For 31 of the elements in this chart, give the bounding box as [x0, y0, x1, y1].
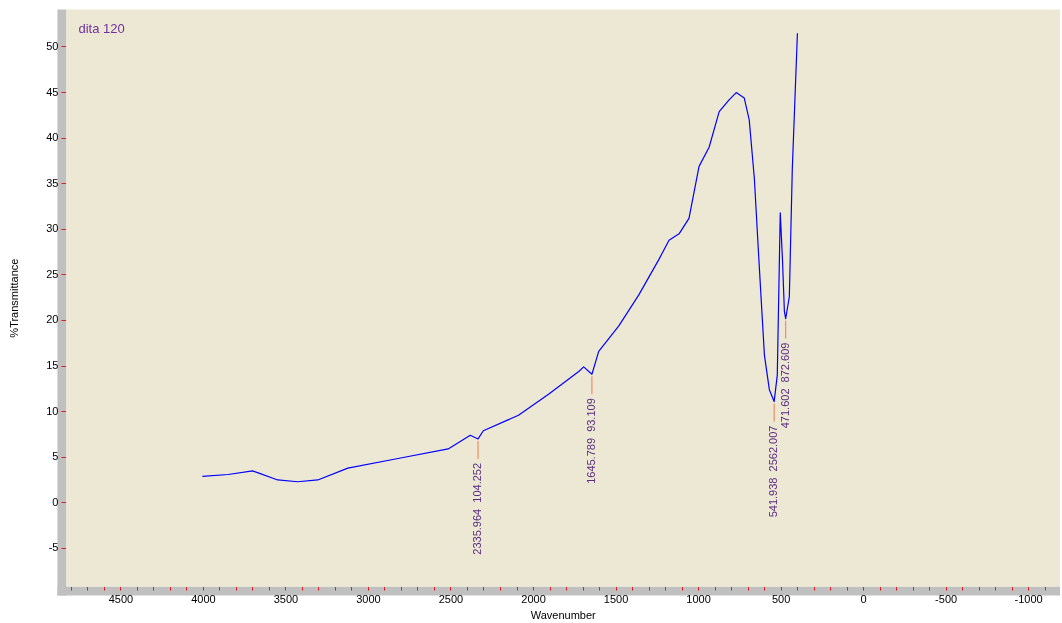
y-tick-label: 30 [46, 222, 59, 235]
y-tick-label: 10 [46, 404, 59, 417]
y-axis-title: %Transmittance [7, 258, 20, 338]
y-tick-label: 50 [46, 40, 59, 52]
y-tick-label: 0 [52, 495, 59, 508]
y-tick-label: 15 [46, 359, 59, 372]
annotation: 541.938 2562.007 [767, 425, 780, 518]
x-tick-label: 4500 [108, 593, 134, 606]
x-tick-label: 3000 [356, 593, 381, 606]
x-tick-label: 0 [860, 593, 867, 606]
annotation: 1645.789 93.109 [584, 398, 597, 484]
x-tick-label: 2000 [521, 593, 546, 606]
x-tick-label: 1000 [686, 593, 711, 606]
x-tick-label: 500 [771, 593, 791, 606]
annotation: 2335.964 104.252 [471, 462, 484, 555]
x-axis-title: Wavenumber [530, 609, 597, 622]
y-tick-label: 20 [46, 313, 59, 326]
annotation: 471.602 872.609 [778, 342, 791, 429]
y-tick-label: 35 [46, 176, 59, 189]
x-tick-label: 1500 [603, 593, 629, 606]
text: dita 120 [78, 21, 125, 37]
y-tick-label: 40 [46, 131, 59, 144]
y-tick-label: 45 [46, 85, 59, 98]
y-tick-label: 25 [46, 267, 59, 280]
x-tick-label: -1000 [1014, 593, 1043, 606]
x-tick-label: 2500 [438, 593, 464, 606]
x-tick-label: -500 [935, 593, 958, 606]
x-tick-label: 3500 [273, 593, 299, 606]
y-tick-label: 5 [52, 450, 59, 463]
y-tick-label: -5 [48, 541, 59, 554]
x-tick-label: 4000 [191, 593, 216, 606]
